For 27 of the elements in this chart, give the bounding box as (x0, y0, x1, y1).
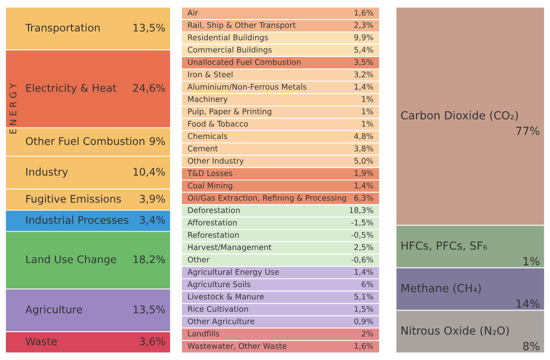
data-label: 24,6% (133, 84, 165, 93)
data-label: 3,4% (140, 216, 165, 225)
data-label: 77% (516, 126, 540, 136)
category-label: Agriculture (25, 305, 82, 316)
category-label: Waste (26, 338, 57, 346)
data-label: 13,5% (134, 24, 165, 33)
category-label: Industrial Processes (26, 216, 128, 224)
category-label: Electricity & Heat (26, 84, 116, 94)
data-label: 13,5% (134, 305, 165, 314)
category-label: Carbon Dioxide (CO₂) (401, 110, 518, 121)
category-label: Fugitive Emissions (26, 194, 121, 205)
data-label: 9% (150, 137, 165, 146)
data-label: 14% (516, 299, 540, 308)
category-label: Industry (26, 168, 68, 178)
data-label: 10,4% (134, 168, 165, 177)
category-label: Land Use Change (26, 255, 116, 266)
category-label: Nitrous Oxide (N₂O) (402, 326, 509, 336)
category-label: Other Fuel Combustion (26, 136, 144, 146)
category-label: HFCs, PFCs, SF₆ (402, 241, 488, 251)
category-label: Transportation (25, 24, 100, 34)
data-label: 3,6% (140, 337, 165, 346)
data-label: 18,2% (134, 255, 165, 264)
data-label: 3,9% (140, 194, 165, 204)
data-label: 8% (523, 342, 540, 350)
category-label: Methane (CH₄) (402, 284, 481, 294)
text: E N E R G Y (10, 83, 16, 134)
data-label: 1% (524, 256, 540, 266)
